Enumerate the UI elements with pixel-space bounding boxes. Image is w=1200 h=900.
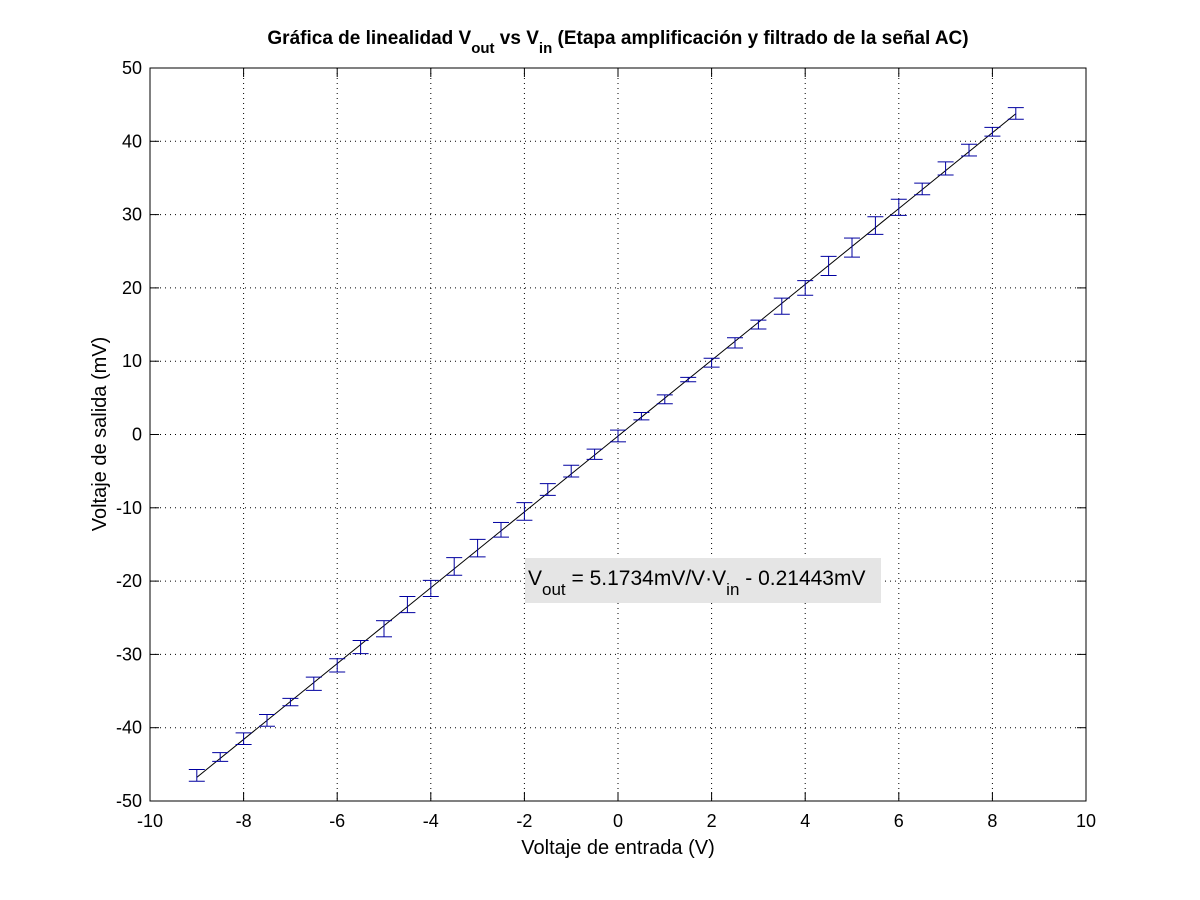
errorbar-point bbox=[235, 732, 252, 746]
y-tick-labels: -50 -40 -30 -20 -10 0 10 20 30 40 50 bbox=[116, 58, 142, 811]
errorbar-point bbox=[750, 319, 767, 330]
errorbar-point bbox=[305, 676, 322, 691]
errorbar-point bbox=[937, 161, 954, 176]
errorbar-point bbox=[586, 448, 603, 460]
errorbar-point bbox=[422, 579, 439, 597]
fit-equation-annotation: Vout = 5.1734mV/V·Vin - 0.21443mV bbox=[525, 558, 881, 603]
errorbar-point bbox=[376, 620, 392, 638]
y-tick-label: -30 bbox=[116, 644, 142, 664]
x-tick-label: 6 bbox=[894, 811, 904, 831]
y-tick-label: 10 bbox=[122, 351, 142, 371]
errorbar-point bbox=[446, 557, 463, 576]
annotation-text: Vout = 5.1734mV/V·Vin - 0.21443mV bbox=[528, 567, 865, 599]
x-tick-label: 4 bbox=[800, 811, 810, 831]
x-axis-label: Voltaje de entrada (V) bbox=[521, 837, 714, 859]
errorbar-point bbox=[844, 237, 860, 258]
errorbar-point bbox=[727, 337, 743, 349]
y-tick-label: 0 bbox=[132, 425, 142, 445]
errorbar-point bbox=[399, 595, 416, 614]
fit-line bbox=[196, 113, 1017, 778]
grid-lines bbox=[150, 68, 1086, 801]
annotation-background bbox=[525, 558, 881, 603]
errorbar-point bbox=[914, 182, 931, 196]
errorbar-series bbox=[188, 107, 1024, 782]
y-tick-label: -40 bbox=[116, 718, 142, 738]
y-tick-label: 20 bbox=[122, 278, 142, 298]
x-tick-label: -10 bbox=[137, 811, 163, 831]
x-tick-label: 10 bbox=[1076, 811, 1096, 831]
axis-ticks bbox=[149, 67, 1087, 802]
chart-title: Gráfica de linealidad Vout vs Vin (Etapa… bbox=[267, 28, 968, 57]
errorbar-point bbox=[188, 768, 205, 782]
x-tick-labels: -10 -8 -6 -4 -2 0 2 4 6 8 10 bbox=[137, 811, 1096, 831]
errorbar-point bbox=[469, 538, 486, 558]
errorbar-point bbox=[610, 429, 626, 443]
errorbar-point bbox=[563, 464, 580, 478]
errorbar-point bbox=[633, 412, 650, 421]
errorbar-point bbox=[656, 394, 673, 405]
errorbar-point bbox=[820, 255, 837, 276]
errorbar-point bbox=[867, 216, 884, 235]
x-tick-label: 0 bbox=[613, 811, 623, 831]
y-tick-label: -50 bbox=[116, 791, 142, 811]
x-tick-label: -4 bbox=[423, 811, 439, 831]
errorbar-point bbox=[890, 198, 907, 216]
errorbar-point bbox=[352, 639, 369, 655]
errorbar-point bbox=[1007, 107, 1024, 120]
x-tick-label: 8 bbox=[987, 811, 997, 831]
y-axis-label: Voltaje de salida (mV) bbox=[89, 337, 111, 532]
errorbar-point bbox=[259, 714, 275, 727]
y-tick-label: 30 bbox=[122, 205, 142, 225]
y-tick-label: 40 bbox=[122, 131, 142, 151]
y-tick-label: -20 bbox=[116, 571, 142, 591]
errorbar-point bbox=[212, 752, 229, 762]
fit-line-group bbox=[196, 113, 1017, 778]
errorbar-point bbox=[984, 126, 1001, 137]
x-tick-label: -2 bbox=[516, 811, 532, 831]
errorbar-point bbox=[797, 280, 814, 296]
errorbar-point bbox=[282, 697, 299, 707]
errorbar-point bbox=[703, 357, 720, 368]
errorbar-point bbox=[680, 376, 697, 383]
errorbar-point bbox=[773, 297, 790, 315]
x-tick-label: -6 bbox=[329, 811, 345, 831]
y-tick-label: 50 bbox=[122, 58, 142, 78]
errorbar-point bbox=[516, 502, 533, 521]
errorbar-point bbox=[329, 658, 346, 673]
x-tick-label: -8 bbox=[236, 811, 252, 831]
errorbar-point bbox=[961, 143, 977, 157]
x-tick-label: 2 bbox=[707, 811, 717, 831]
errorbar-point bbox=[493, 521, 509, 538]
errorbar-point bbox=[539, 483, 556, 496]
y-tick-label: -10 bbox=[116, 498, 142, 518]
